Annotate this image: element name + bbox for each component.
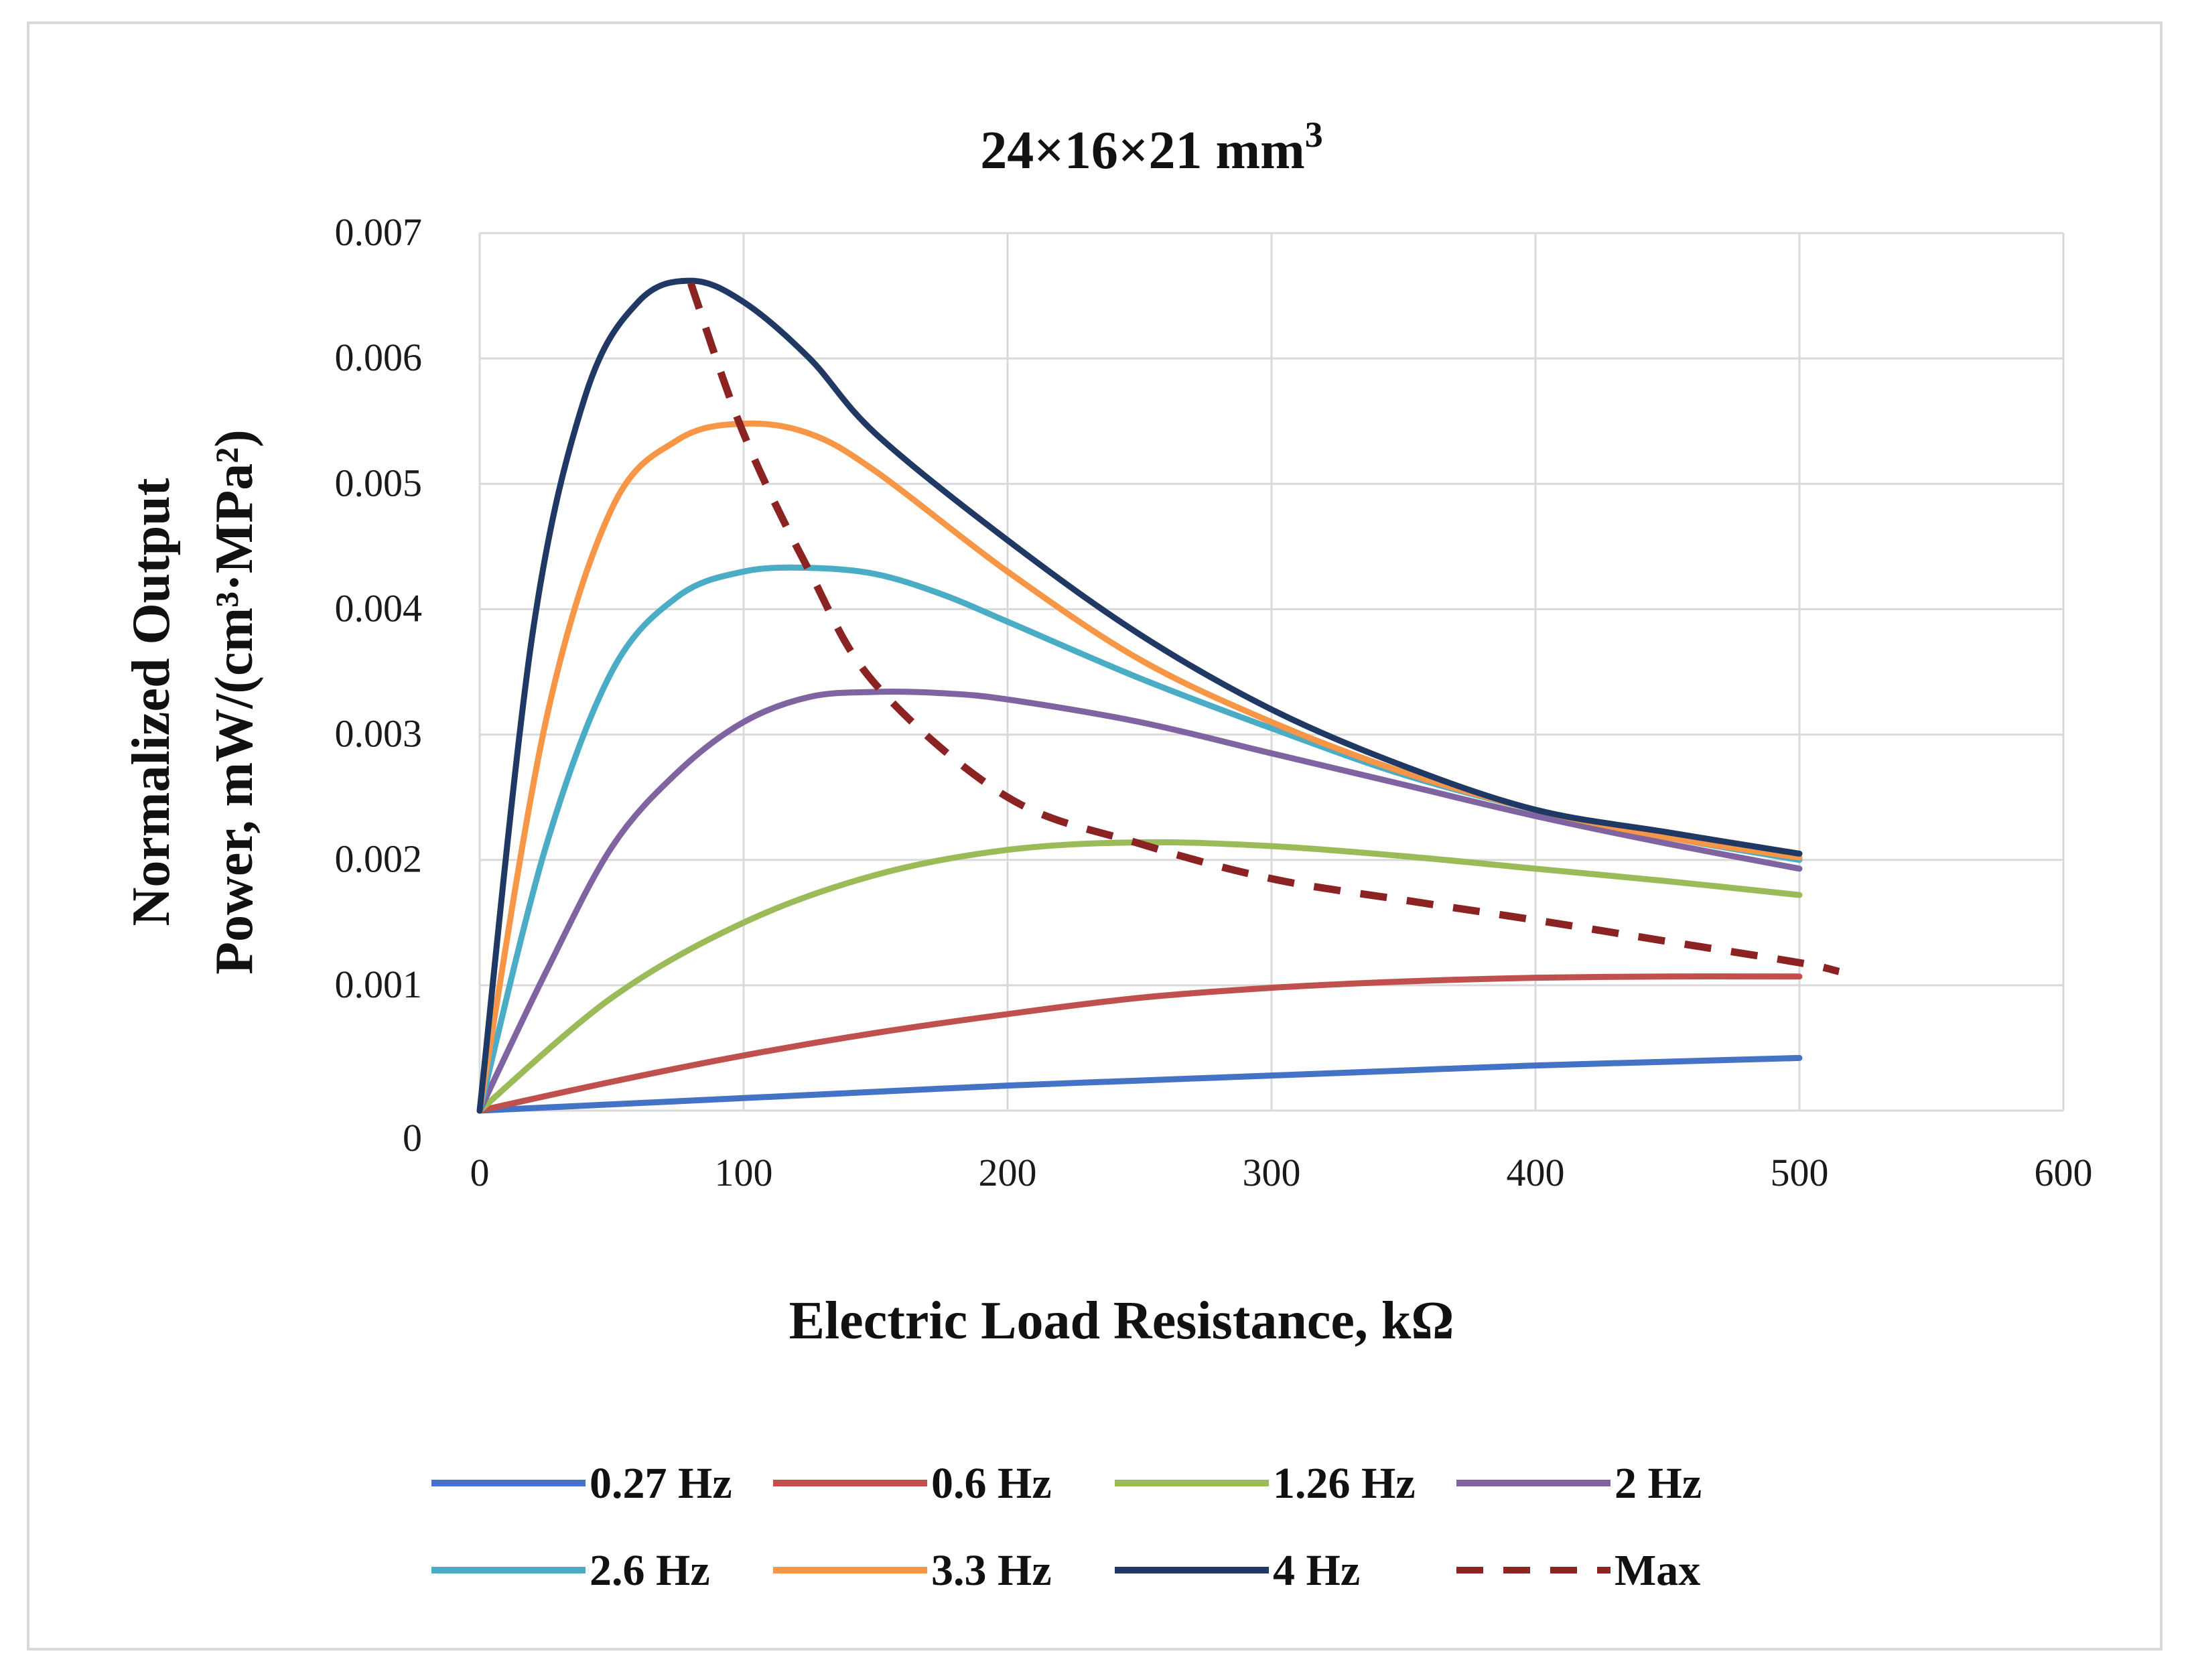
series-line-0-27-hz [476, 1054, 1803, 1114]
grid [478, 232, 2065, 1112]
x-tick-label-2: 200 [979, 1151, 1037, 1194]
legend-label-4-hz: 4 Hz [1273, 1546, 1360, 1595]
series-line-3-3-hz [476, 420, 1803, 1114]
y-axis-title-line2: Power, mW/(cm³·MPa²) [205, 429, 264, 975]
chart-title: 24×16×21 mm3 [980, 115, 1322, 180]
chart-title-main: 24×16×21 mm [980, 121, 1304, 180]
series-layer [476, 277, 1840, 1114]
y-tick-label-4: 0.004 [335, 586, 423, 630]
y-tick-labels: 0 0.001 0.002 0.003 0.004 0.005 0.006 0.007 [335, 210, 423, 1160]
y-axis-title-line1: Normalized Output [122, 478, 181, 926]
legend-label-2-6-hz: 2.6 Hz [590, 1546, 710, 1595]
chart-title-superscript: 3 [1305, 115, 1323, 155]
chart-frame: 24×16×21 mm3 0 0.001 0.002 0.003 0.004 0.005 0… [27, 21, 2163, 1651]
x-axis-title: Electric Load Resistance, kΩ [789, 1291, 1454, 1350]
y-tick-label-1: 0.001 [335, 963, 423, 1006]
y-tick-label-0: 0 [403, 1116, 422, 1160]
series-line-2-hz [476, 689, 1803, 1114]
legend-label-1-26-hz: 1.26 Hz [1273, 1459, 1416, 1508]
x-tick-label-3: 300 [1243, 1151, 1301, 1194]
legend-label-3-3-hz: 3.3 Hz [931, 1546, 1052, 1595]
legend: 0.27 Hz 0.6 Hz 1.26 Hz 2 Hz 2.6 Hz 3.3 Hz 4 Hz… [431, 1459, 1702, 1595]
series-line-2-6-hz [476, 564, 1803, 1114]
y-tick-label-5: 0.005 [335, 461, 423, 504]
series-line-max [687, 282, 1840, 975]
x-tick-labels: 0 100 200 300 400 500 600 [470, 1151, 2093, 1194]
x-tick-label-5: 500 [1771, 1151, 1829, 1194]
x-tick-label-0: 0 [470, 1151, 490, 1194]
series-line-4-hz [476, 277, 1803, 1114]
legend-label-0-6-hz: 0.6 Hz [931, 1459, 1052, 1508]
y-tick-label-2: 0.002 [335, 837, 423, 881]
x-tick-label-1: 100 [715, 1151, 773, 1194]
chart-svg: 24×16×21 mm3 00.0010.0020.0030.0040.0050… [122, 115, 2093, 1595]
x-tick-label-6: 600 [2035, 1151, 2093, 1194]
y-tick-label-7: 0.007 [335, 210, 423, 254]
legend-label-0-27-hz: 0.27 Hz [590, 1459, 732, 1508]
legend-label-2-hz: 2 Hz [1615, 1459, 1702, 1508]
y-tick-label-3: 0.003 [335, 712, 423, 756]
x-tick-label-4: 400 [1507, 1151, 1565, 1194]
series-line-0-6-hz [476, 973, 1803, 1114]
y-tick-label-6: 0.006 [335, 336, 423, 379]
legend-label-max: Max [1615, 1546, 1700, 1595]
